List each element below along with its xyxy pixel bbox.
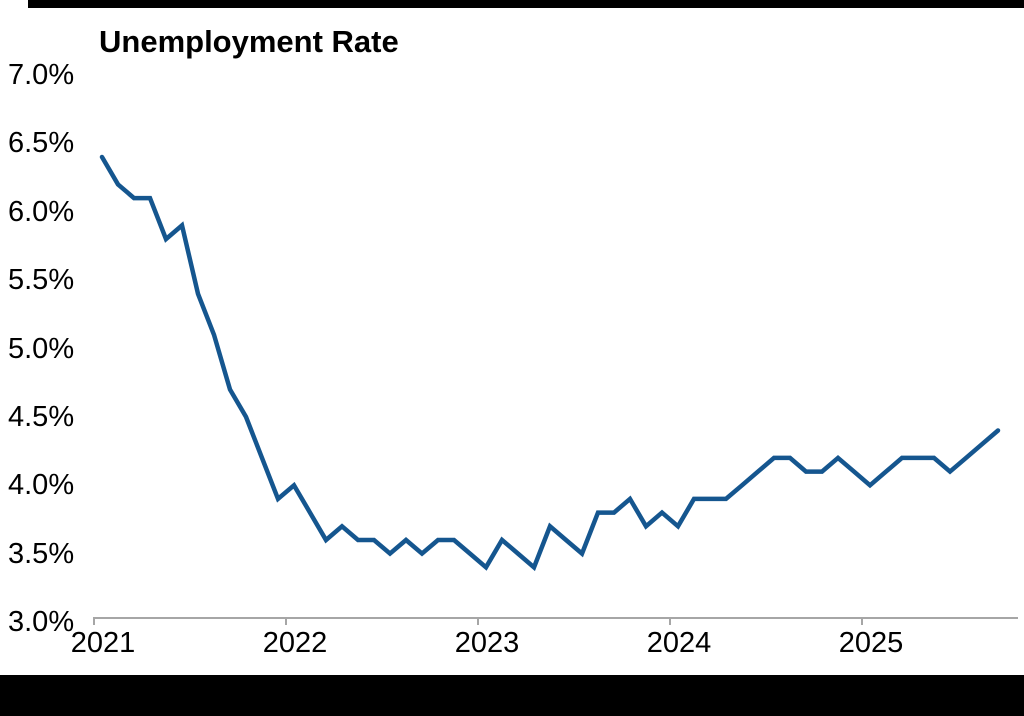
y-axis-label-5.0%: 5.0% (8, 333, 75, 365)
y-axis-label-7.0%: 7.0% (8, 59, 75, 91)
y-axis-label-4.5%: 4.5% (8, 401, 75, 433)
y-axis-label-3.5%: 3.5% (8, 538, 75, 570)
x-axis-label-2023: 2023 (454, 627, 520, 659)
top-black-bar (28, 0, 1024, 8)
x-axis-label-2024: 2024 (646, 627, 712, 659)
x-axis-label-2022: 2022 (262, 627, 328, 659)
x-axis-label-2025: 2025 (838, 627, 904, 659)
y-axis-label-6.0%: 6.0% (8, 196, 75, 228)
chart-title: Unemployment Rate (99, 24, 399, 59)
y-axis-label-4.0%: 4.0% (8, 469, 75, 501)
y-axis-label-6.5%: 6.5% (8, 127, 75, 159)
unemployment-rate-line-series (99, 154, 1001, 572)
bottom-black-bar (0, 675, 1024, 716)
y-axis-label-5.5%: 5.5% (8, 264, 75, 296)
x-axis-label-2021: 2021 (70, 627, 136, 659)
y-axis-label-3.0%: 3.0% (8, 606, 75, 638)
